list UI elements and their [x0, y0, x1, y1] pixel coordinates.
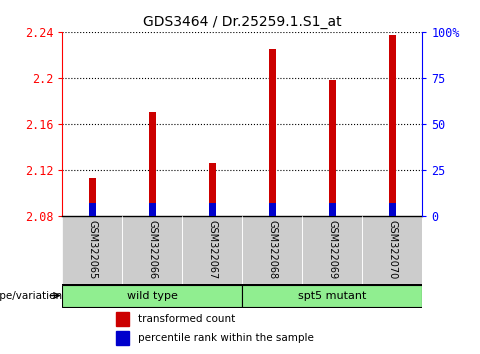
Bar — [389, 35, 396, 216]
Bar — [122, 216, 182, 284]
Bar — [117, 312, 129, 326]
Bar — [302, 216, 362, 284]
Bar — [329, 80, 336, 216]
Bar — [89, 178, 96, 216]
Bar — [362, 216, 422, 284]
Bar — [209, 163, 216, 216]
Text: genotype/variation: genotype/variation — [0, 291, 62, 301]
Bar — [62, 216, 122, 284]
Text: GSM322067: GSM322067 — [207, 220, 217, 280]
Bar — [62, 285, 242, 307]
Bar — [269, 204, 276, 216]
Bar — [117, 331, 129, 345]
Title: GDS3464 / Dr.25259.1.S1_at: GDS3464 / Dr.25259.1.S1_at — [143, 16, 342, 29]
Bar — [389, 204, 396, 216]
Text: GSM322066: GSM322066 — [147, 221, 157, 280]
Text: GSM322068: GSM322068 — [267, 221, 277, 280]
Bar — [242, 285, 422, 307]
Bar — [89, 204, 96, 216]
Text: spt5 mutant: spt5 mutant — [298, 291, 367, 301]
Bar — [149, 113, 156, 216]
Text: wild type: wild type — [127, 291, 178, 301]
Text: GSM322065: GSM322065 — [87, 220, 97, 280]
Text: percentile rank within the sample: percentile rank within the sample — [138, 333, 314, 343]
Bar — [329, 204, 336, 216]
Bar — [269, 49, 276, 216]
Text: GSM322070: GSM322070 — [387, 220, 397, 280]
Bar — [209, 204, 216, 216]
Bar — [182, 216, 242, 284]
Text: GSM322069: GSM322069 — [327, 221, 337, 280]
Bar — [242, 216, 302, 284]
Text: transformed count: transformed count — [138, 314, 235, 324]
Bar — [149, 204, 156, 216]
